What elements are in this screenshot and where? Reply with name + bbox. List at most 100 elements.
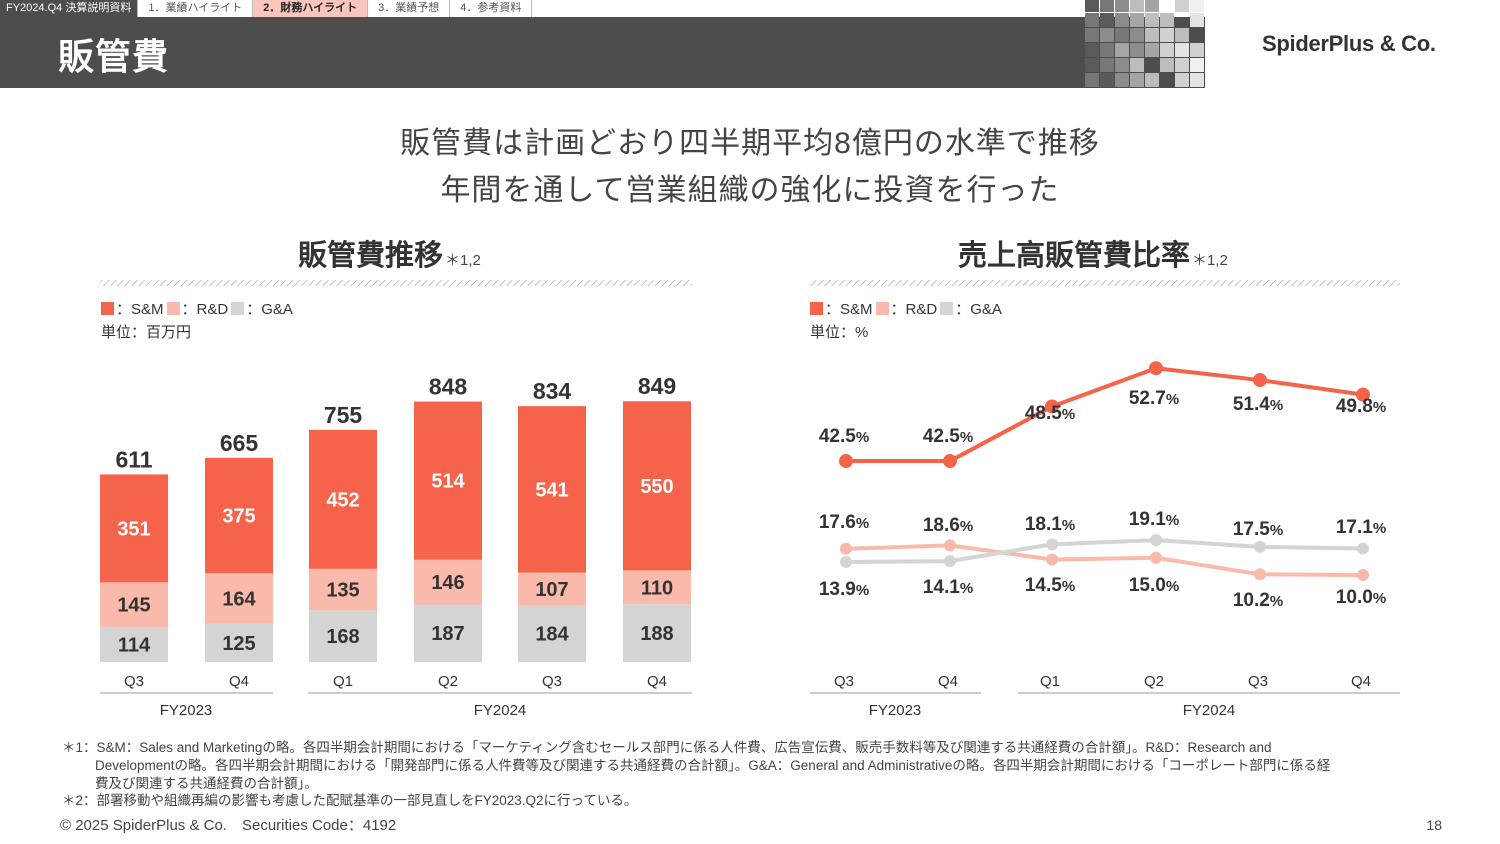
bar-value-label: 187: [431, 623, 464, 645]
mosaic-tile: [1130, 28, 1144, 42]
bar-rd: [205, 573, 273, 624]
legend-label-sm: ：S&M: [825, 301, 873, 318]
pct-suffix: %: [1062, 578, 1075, 595]
mosaic-tile: [1190, 13, 1204, 27]
mosaic-tile: [1130, 73, 1144, 87]
mosaic-tile: [1145, 43, 1159, 57]
mosaic-tile: [1100, 43, 1114, 57]
x-tick-label: Q2: [1144, 673, 1164, 690]
series-line-ga: [845, 538, 1364, 564]
mosaic-tile: [1160, 58, 1174, 72]
bar-value-label: 550: [640, 476, 673, 498]
mosaic-tile: [1130, 0, 1144, 12]
data-point-ga: [1254, 540, 1266, 553]
data-point-rd: [1254, 568, 1266, 581]
legend-label-rd: ：R&D: [890, 301, 938, 318]
group-label: FY2023: [869, 702, 922, 719]
upper-value-label: 19.1%: [1129, 509, 1179, 530]
group-label: FY2024: [474, 702, 527, 719]
mosaic-tile: [1190, 43, 1204, 57]
tab-financial-highlights[interactable]: 2．財務ハイライト: [253, 0, 369, 17]
tab-reference[interactable]: 4．参考資料: [450, 0, 533, 17]
pct-suffix: %: [856, 515, 869, 532]
lower-value-label: 14.1%: [923, 577, 973, 598]
bar-total-label: 849: [638, 373, 676, 399]
bar-value-label: 514: [431, 471, 465, 493]
series-line-sm: [846, 366, 1364, 464]
mosaic-tile: [1160, 28, 1174, 42]
pct-suffix: %: [856, 429, 869, 446]
headline-line-2: 年間を通して営業組織の強化に投資を行った: [440, 174, 1060, 207]
sm-value-label: 51.4%: [1233, 394, 1283, 415]
mosaic-tile: [1160, 13, 1174, 27]
mosaic-tile: [1100, 13, 1114, 27]
sm-value-label: 52.7%: [1129, 388, 1179, 409]
header: FY2024.Q4 決算説明資料 1．業績ハイライト 2．財務ハイライト 3．業…: [0, 0, 1500, 88]
data-point-rd: [944, 539, 956, 552]
legend-swatch-rd: [166, 302, 180, 315]
pct-suffix: %: [1373, 520, 1386, 537]
mosaic-tile: [1175, 73, 1189, 87]
left-chart-title: 販管費推移 ＊1,2: [298, 232, 481, 274]
mosaic-tile: [1085, 58, 1099, 72]
data-point-sm: [1253, 373, 1267, 388]
bar-value-label: 164: [222, 588, 256, 610]
legend-label-rd: ：R&D: [181, 301, 229, 318]
bar-rd: [518, 572, 586, 606]
mosaic-tile: [1115, 58, 1129, 72]
left-legend: ：S&M ：R&D ：G&A: [101, 298, 293, 319]
page-number: 18: [1426, 817, 1442, 833]
pct-suffix: %: [1166, 578, 1179, 595]
data-point-sm: [943, 454, 957, 469]
mosaic-tile: [1085, 28, 1099, 42]
bar-sm: [518, 406, 586, 573]
data-point-ga: [944, 555, 956, 568]
mosaic-decoration: [1085, 0, 1204, 87]
data-point-ga: [840, 556, 852, 568]
mosaic-tile: [1100, 58, 1114, 72]
footnote-2: ＊2：部署移動や組織再編の影響も考慮した配賦基準の一部見直しをFY2023.Q2…: [62, 793, 638, 808]
mosaic-tile: [1160, 43, 1174, 57]
right-chart-title-text: 売上高販管費比率: [958, 240, 1191, 272]
bar-ga: [518, 605, 586, 662]
footnote-1-line-2: Developmentの略。各四半期会計期間における「開発部門に係る人件費等及び…: [95, 758, 1331, 773]
mosaic-tile: [1145, 28, 1159, 42]
x-tick-label: Q3: [834, 673, 854, 690]
x-tick-label: Q4: [938, 673, 958, 690]
legend-swatch-ga: [940, 302, 954, 315]
pct-suffix: %: [1270, 397, 1283, 414]
right-legend: ：S&M ：R&D ：G&A: [810, 298, 1002, 319]
bar-sm: [623, 401, 691, 571]
header-bar: [0, 17, 1205, 88]
mosaic-tile: [1085, 0, 1099, 12]
group-label: FY2024: [1183, 702, 1236, 719]
mosaic-tile: [1130, 58, 1144, 72]
bar-ga: [623, 604, 691, 662]
bar-total-label: 848: [429, 374, 468, 400]
pct-suffix: %: [1166, 512, 1179, 529]
mosaic-tile: [1175, 0, 1189, 12]
x-tick-label: Q3: [1248, 673, 1268, 690]
pct-suffix: %: [1373, 590, 1386, 607]
tab-business-highlights[interactable]: 1．業績ハイライト: [138, 0, 254, 17]
right-unit: 単位：%: [810, 324, 869, 341]
bar-chart: 114 145 351 611 Q3 125 164 375 665 Q4 168 135 452 755…: [100, 373, 692, 719]
data-point-rd: [840, 542, 852, 555]
mosaic-tile: [1115, 43, 1129, 57]
bar-value-label: 188: [640, 623, 673, 645]
legend-swatch-ga: [231, 302, 245, 315]
tab-forecast[interactable]: 3．業績予想: [368, 0, 451, 17]
bar-value-label: 168: [326, 626, 359, 648]
mosaic-tile: [1100, 73, 1114, 87]
pct-suffix: %: [1166, 391, 1179, 408]
right-chart-title-note: ＊1,2: [1192, 252, 1228, 269]
left-title-divider: [100, 280, 692, 286]
lower-value-label: 10.0%: [1336, 587, 1386, 608]
bar-rd: [623, 570, 691, 605]
legend-label-sm: ：S&M: [116, 301, 164, 318]
legend-swatch-sm: [810, 302, 823, 315]
mosaic-tile: [1145, 73, 1159, 87]
data-point-rd: [1046, 553, 1058, 566]
line-chart: 42.5% 42.5% 48.5% 52.7% 51.4% 49.8% 17.6% 18.6%…: [810, 361, 1400, 719]
pct-suffix: %: [856, 582, 869, 599]
